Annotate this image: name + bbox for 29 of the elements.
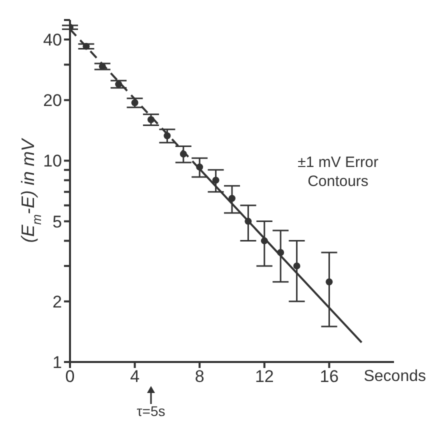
x-tick-label: 4 — [130, 367, 140, 386]
point — [196, 164, 204, 171]
point — [244, 218, 252, 225]
point — [98, 62, 106, 70]
point — [180, 150, 187, 158]
point — [164, 132, 171, 140]
point — [131, 99, 138, 106]
point — [148, 116, 154, 124]
y-tick-label: 5 — [52, 212, 62, 232]
point — [115, 80, 122, 88]
x-tick-label: 12 — [254, 367, 274, 386]
x-axis-title: Seconds — [364, 368, 426, 385]
x-tick-label: 8 — [194, 367, 204, 386]
annotation: ±1 mV Error Contours — [296, 153, 380, 191]
point — [326, 278, 333, 286]
point — [277, 248, 284, 256]
point — [212, 176, 220, 184]
y-tick-label: 10 — [43, 152, 62, 171]
point — [260, 237, 268, 244]
y-tick-label: 40 — [43, 30, 62, 50]
x-tick-label: 0 — [65, 367, 75, 386]
text: τ=5s — [136, 403, 166, 419]
point — [293, 262, 300, 270]
y-tick-label: 2 — [52, 292, 62, 312]
point — [228, 194, 236, 202]
point — [82, 42, 90, 50]
y-tick-label: 1 — [52, 353, 62, 372]
y-tick-label: 20 — [43, 91, 62, 110]
x-tick-label: 16 — [320, 367, 339, 386]
